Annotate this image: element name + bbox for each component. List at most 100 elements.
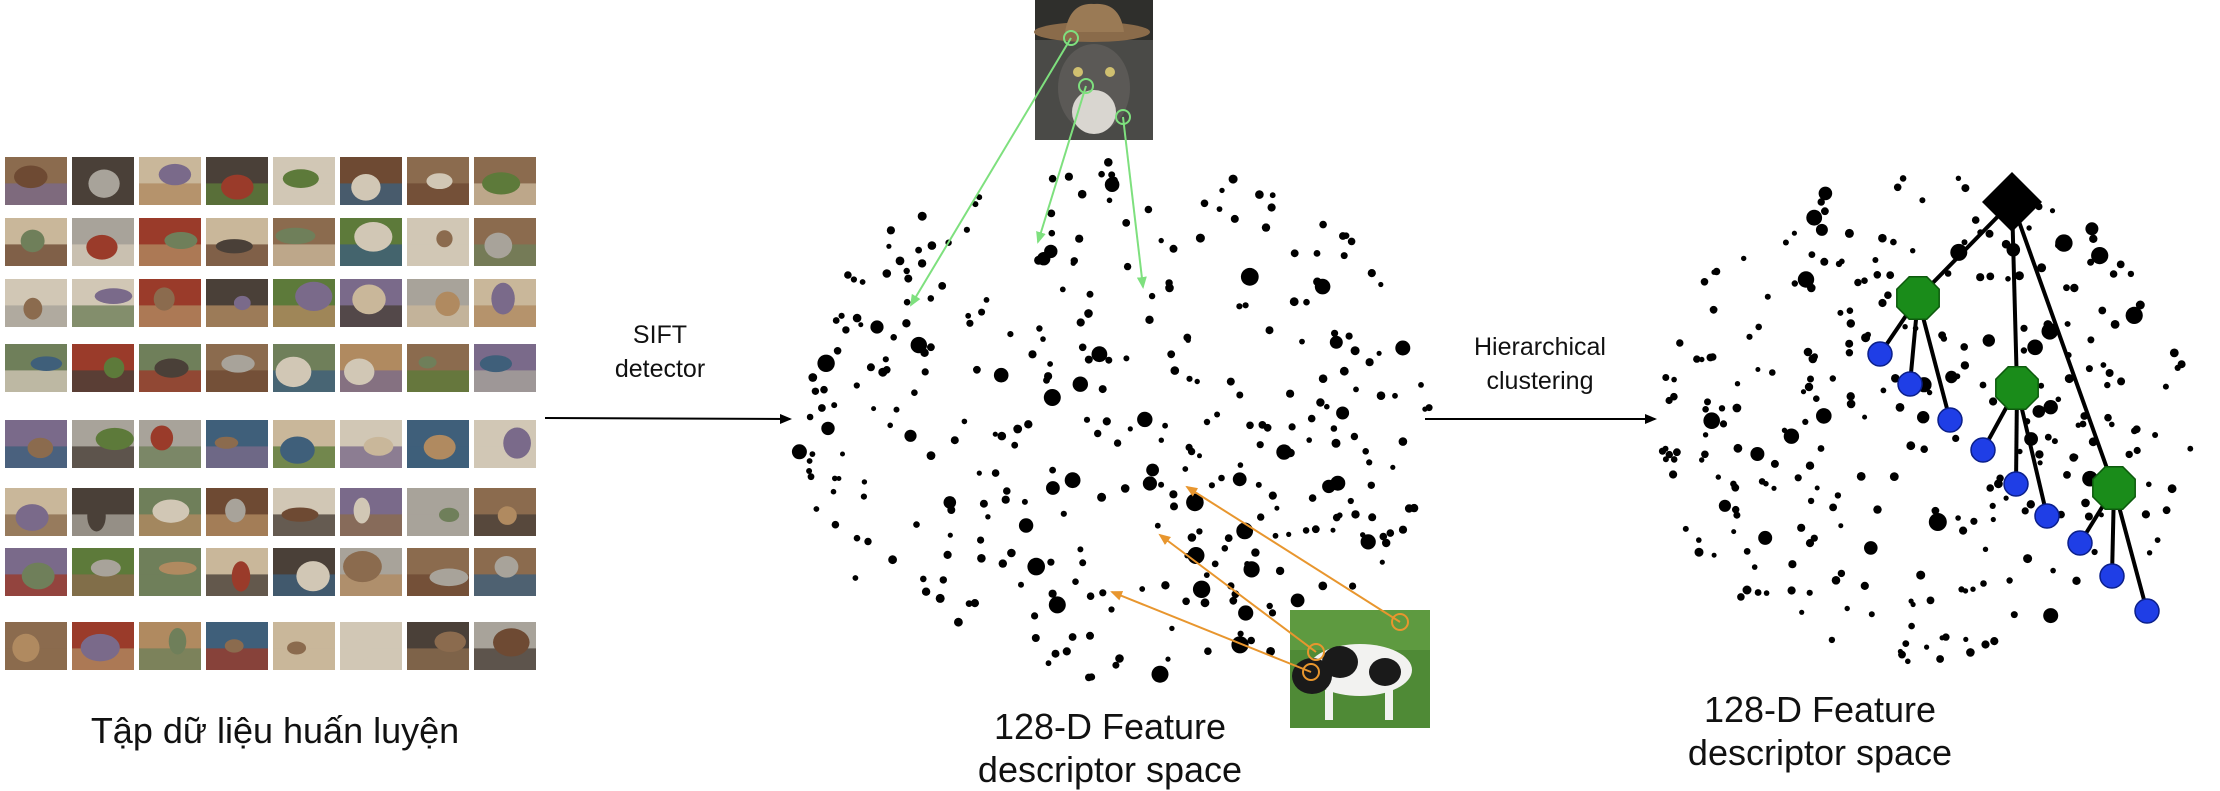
feature-space-right-points bbox=[1658, 175, 2194, 665]
feature-point bbox=[1982, 546, 1989, 552]
feature-point bbox=[965, 600, 973, 607]
training-thumbnail bbox=[474, 420, 536, 468]
feature-point bbox=[992, 431, 998, 437]
feature-point bbox=[1142, 476, 1157, 491]
feature-point bbox=[1224, 534, 1233, 542]
feature-point bbox=[890, 334, 897, 341]
feature-point bbox=[2089, 234, 2098, 243]
feature-point bbox=[1818, 186, 1833, 201]
feature-point bbox=[1255, 481, 1262, 488]
feature-point bbox=[1845, 349, 1854, 357]
feature-point bbox=[861, 479, 868, 485]
feature-point bbox=[1669, 470, 1678, 479]
feature-point bbox=[2105, 369, 2114, 377]
feature-point bbox=[820, 385, 828, 394]
feature-point bbox=[1807, 497, 1815, 505]
feature-point bbox=[926, 451, 936, 460]
feature-point bbox=[1856, 472, 1866, 481]
training-thumbnail bbox=[340, 488, 402, 536]
feature-point bbox=[2154, 537, 2161, 543]
feature-point bbox=[1979, 381, 1987, 389]
feature-point bbox=[1226, 377, 1235, 386]
feature-point bbox=[1001, 495, 1010, 504]
feature-point bbox=[1242, 302, 1249, 309]
feature-point bbox=[1962, 588, 1969, 594]
feature-point bbox=[947, 532, 953, 538]
feature-point bbox=[1990, 516, 1996, 523]
feature-point bbox=[1108, 171, 1116, 179]
feature-point bbox=[1803, 347, 1813, 357]
feature-point bbox=[1868, 611, 1875, 618]
feature-point bbox=[1158, 237, 1164, 244]
feature-right-line2: descriptor space bbox=[1687, 732, 1953, 773]
feature-point bbox=[1339, 366, 1349, 376]
training-thumbnail bbox=[139, 279, 201, 327]
training-thumbnail bbox=[5, 622, 67, 670]
feature-point bbox=[1670, 456, 1678, 463]
training-thumbnail bbox=[5, 279, 67, 327]
training-thumbnail bbox=[206, 279, 268, 327]
feature-point bbox=[1316, 398, 1325, 407]
feature-point bbox=[1802, 418, 1809, 425]
feature-point bbox=[1665, 450, 1674, 459]
feature-point bbox=[1854, 278, 1862, 287]
feature-point bbox=[2032, 405, 2046, 418]
feature-point bbox=[2021, 507, 2029, 515]
feature-point bbox=[2035, 450, 2044, 459]
feature-point bbox=[1754, 589, 1762, 596]
cat-keypoint-arrows bbox=[909, 37, 1147, 307]
feature-point bbox=[2135, 300, 2145, 310]
feature-point bbox=[970, 599, 980, 608]
feature-point bbox=[1963, 636, 1969, 643]
training-thumbnail bbox=[206, 157, 268, 205]
feature-point bbox=[1311, 525, 1320, 534]
feature-point bbox=[1330, 425, 1338, 432]
feature-point bbox=[1673, 448, 1681, 457]
feature-point bbox=[1916, 570, 1926, 580]
vocabulary-tree bbox=[1867, 172, 2160, 624]
feature-point bbox=[1878, 233, 1887, 243]
feature-point bbox=[1872, 257, 1879, 263]
feature-point bbox=[2085, 365, 2093, 373]
feature-point bbox=[1986, 484, 1994, 492]
feature-point bbox=[1078, 343, 1087, 352]
feature-point bbox=[1959, 526, 1968, 535]
feature-point bbox=[2131, 427, 2138, 435]
feature-point bbox=[852, 575, 859, 581]
feature-point bbox=[1340, 252, 1348, 260]
training-thumbnail bbox=[407, 420, 469, 468]
feature-point bbox=[1910, 248, 1916, 254]
feature-point bbox=[1770, 459, 1779, 468]
training-thumbnail bbox=[5, 420, 67, 468]
feature-point bbox=[1797, 271, 1815, 288]
feature-point bbox=[1237, 630, 1244, 637]
feature-point bbox=[1162, 422, 1168, 429]
feature-point bbox=[2055, 242, 2061, 249]
feature-point bbox=[1236, 303, 1243, 310]
feature-point bbox=[833, 347, 842, 355]
feature-point bbox=[1837, 309, 1844, 316]
feature-point bbox=[961, 418, 968, 425]
feature-point bbox=[1064, 172, 1073, 181]
training-thumbnail bbox=[139, 157, 201, 205]
hier-label-line1: Hierarchical bbox=[1474, 333, 1606, 361]
feature-point bbox=[1194, 378, 1200, 385]
feature-point bbox=[2146, 481, 2152, 488]
feature-point bbox=[2081, 498, 2090, 508]
feature-point bbox=[1154, 522, 1161, 529]
feature-point bbox=[998, 559, 1007, 568]
feature-point bbox=[832, 475, 838, 482]
feature-point bbox=[2063, 471, 2071, 479]
training-thumbnail bbox=[340, 344, 402, 392]
feature-point bbox=[1390, 464, 1396, 470]
feature-point bbox=[1719, 420, 1728, 428]
feature-point bbox=[1712, 267, 1721, 276]
feature-point bbox=[2141, 510, 2150, 519]
feature-point bbox=[1247, 636, 1255, 645]
feature-point bbox=[1084, 355, 1093, 364]
feature-point bbox=[1693, 355, 1701, 363]
feature-point bbox=[853, 382, 860, 389]
feature-point bbox=[1899, 175, 1907, 182]
feature-point bbox=[1952, 434, 1960, 442]
training-thumbnail bbox=[273, 548, 335, 596]
